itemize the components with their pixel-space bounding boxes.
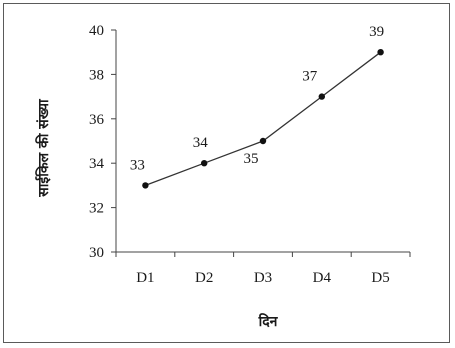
- data-label: 33: [130, 157, 145, 173]
- y-tick-label: 34: [89, 156, 105, 172]
- data-label: 37: [302, 69, 318, 85]
- x-axis-title: दिन: [258, 313, 279, 330]
- data-label: 34: [193, 135, 209, 151]
- y-tick-label: 36: [89, 112, 105, 128]
- data-point: [259, 137, 267, 145]
- x-ticks: D1 D2 D3 D4 D5: [115, 252, 411, 286]
- y-axis-title: साईकिल की संख्या: [35, 98, 52, 198]
- series: [145, 51, 381, 187]
- y-tick-label: 32: [89, 201, 104, 217]
- x-tick-label: D3: [254, 270, 272, 286]
- data-points: [142, 49, 384, 189]
- chart-frame: [3, 3, 450, 343]
- data-point: [318, 93, 325, 100]
- data-label: 39: [369, 24, 384, 40]
- data-point: [142, 182, 149, 189]
- x-tick-label: D4: [313, 270, 332, 286]
- data-labels: 33 34 35 37 39: [130, 24, 384, 173]
- data-label: 35: [244, 151, 259, 167]
- x-tick-label: D2: [195, 270, 213, 286]
- x-tick-label: D1: [136, 270, 154, 286]
- x-tick-label: D5: [371, 270, 389, 286]
- y-ticks: 30 32 34 36 38 40: [89, 23, 116, 261]
- y-tick-label: 38: [89, 67, 104, 83]
- series-line: [145, 51, 381, 187]
- data-point: [201, 160, 208, 167]
- data-point: [377, 49, 384, 56]
- y-tick-label: 40: [89, 23, 104, 39]
- y-tick-label: 30: [89, 245, 104, 261]
- axes: [115, 30, 410, 253]
